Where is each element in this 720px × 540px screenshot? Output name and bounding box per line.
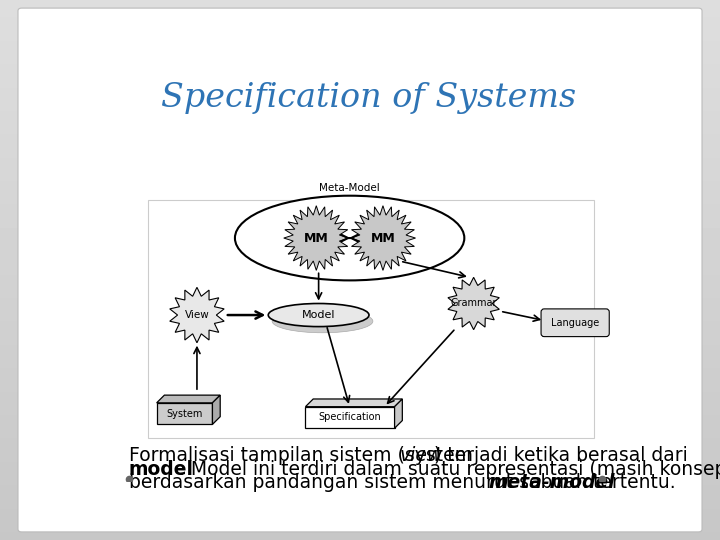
Text: MM: MM [371,232,395,245]
Polygon shape [157,395,220,403]
Polygon shape [351,206,415,271]
Text: Model: Model [302,310,336,320]
Bar [157,403,212,424]
Text: Specification: Specification [319,413,382,422]
Text: Language: Language [551,318,599,328]
Text: model: model [129,460,194,479]
Text: berdasarkan pandangan sistem menurut sebuah: berdasarkan pandangan sistem menurut seb… [129,473,593,492]
Polygon shape [448,278,499,330]
Text: Grammar: Grammar [451,299,497,308]
Text: Meta-Model: Meta-Model [319,183,380,193]
FancyBboxPatch shape [541,309,609,336]
Polygon shape [284,206,349,271]
Polygon shape [170,287,224,343]
Polygon shape [395,399,402,428]
Text: MM: MM [304,232,328,245]
Bar [313,399,402,421]
Text: Formalisasi tampilan sistem (system: Formalisasi tampilan sistem (system [129,446,479,465]
Bar [305,407,395,428]
Ellipse shape [235,195,464,280]
Text: . Model ini terdiri dalam suatu representasi (masih konseptual): . Model ini terdiri dalam suatu represen… [179,460,720,479]
Text: Specification of Systems: Specification of Systems [161,82,577,114]
Ellipse shape [272,309,373,333]
Text: System: System [166,409,203,419]
Polygon shape [212,395,220,424]
Polygon shape [305,399,402,407]
Text: tertentu.: tertentu. [587,473,675,492]
Text: view: view [400,446,444,465]
Text: meta-model: meta-model [489,473,616,492]
Ellipse shape [269,303,369,327]
Text: View: View [184,310,210,320]
Text: ) terjadi ketika berasal dari: ) terjadi ketika berasal dari [433,446,688,465]
Bar [148,200,594,438]
